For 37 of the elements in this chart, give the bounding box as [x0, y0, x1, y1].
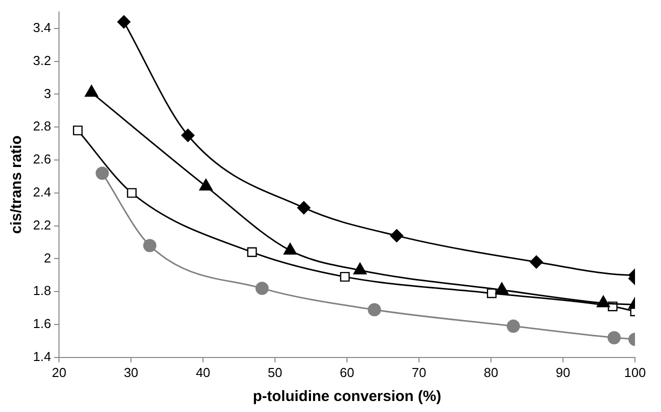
y-tick-label: 3.2: [32, 52, 52, 68]
point: [72, 126, 83, 136]
x-tick-label: 90: [556, 364, 570, 380]
point: [117, 15, 130, 28]
y-tick-label: 2: [44, 250, 52, 266]
x-tick-label: 50: [268, 364, 282, 380]
point: [340, 272, 350, 282]
point: [390, 229, 404, 242]
y-tick-label: 2.6: [32, 152, 52, 167]
point: [368, 303, 381, 316]
y-tick-label: 3.4: [32, 20, 52, 36]
x-tick-label: 40: [196, 364, 210, 380]
point: [181, 128, 195, 142]
point: [608, 331, 621, 344]
point: [143, 238, 156, 252]
y-tick-label: 1.6: [32, 316, 52, 332]
point: [297, 201, 310, 214]
point: [530, 255, 543, 269]
x-tick-label: 20: [52, 364, 66, 380]
point: [96, 166, 109, 180]
y-tick-label: 2.8: [32, 118, 52, 134]
y-tick-label: 1.8: [32, 283, 52, 298]
x-tick-label: 70: [412, 364, 426, 380]
y-tick-label: 2.2: [32, 217, 52, 232]
y-tick-label: 2.4: [32, 184, 52, 200]
y-axis-title: cis/trans ratio: [8, 136, 26, 234]
x-tick-label: 100: [624, 364, 646, 380]
x-tick-label: 80: [484, 364, 498, 380]
x-tick-label: 60: [340, 364, 354, 380]
x-axis-title: p-toluidine conversion (%): [252, 388, 442, 406]
x-tick-label: 30: [124, 364, 138, 380]
y-tick-label: 1.4: [32, 348, 52, 364]
point: [506, 320, 520, 333]
y-tick-label: 3: [44, 86, 52, 101]
point: [255, 282, 269, 295]
point: [126, 188, 137, 198]
point: [247, 247, 257, 257]
